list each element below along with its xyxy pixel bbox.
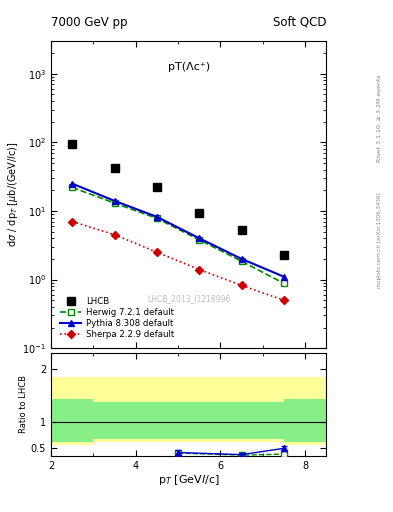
Text: LHCB_2013_I1218996: LHCB_2013_I1218996 xyxy=(147,294,230,304)
X-axis label: p$_T$ [GeV$\mathit{l}$/c]: p$_T$ [GeV$\mathit{l}$/c] xyxy=(158,473,219,487)
Line: Herwig 7.2.1 default: Herwig 7.2.1 default xyxy=(69,184,287,287)
Herwig 7.2.1 default xyxy=(70,184,75,190)
Sherpa 2.2.9 default xyxy=(197,266,202,272)
Sherpa 2.2.9 default xyxy=(281,297,286,303)
LHCB xyxy=(70,141,75,147)
Pythia 8.308 default xyxy=(154,214,159,220)
Pythia 8.308 default xyxy=(281,273,286,280)
Pythia 8.308 default xyxy=(70,181,75,187)
LHCB xyxy=(239,227,244,233)
Text: 7000 GeV pp: 7000 GeV pp xyxy=(51,16,128,29)
Text: mcplots.cern.ch [arXiv:1306.3436]: mcplots.cern.ch [arXiv:1306.3436] xyxy=(377,193,382,288)
LHCB xyxy=(112,165,117,171)
Pythia 8.308 default xyxy=(239,256,244,262)
Sherpa 2.2.9 default xyxy=(239,283,244,289)
Line: Sherpa 2.2.9 default: Sherpa 2.2.9 default xyxy=(70,219,286,303)
Herwig 7.2.1 default xyxy=(112,200,117,206)
Herwig 7.2.1 default xyxy=(281,280,286,286)
Line: Pythia 8.308 default: Pythia 8.308 default xyxy=(69,180,287,280)
Text: Soft QCD: Soft QCD xyxy=(273,16,326,29)
Pythia 8.308 default xyxy=(112,198,117,204)
Text: pT(Λc⁺): pT(Λc⁺) xyxy=(167,62,210,73)
Y-axis label: Ratio to LHCB: Ratio to LHCB xyxy=(19,375,28,434)
Line: LHCB: LHCB xyxy=(68,140,288,259)
Sherpa 2.2.9 default xyxy=(70,219,75,225)
Sherpa 2.2.9 default xyxy=(112,231,117,238)
Y-axis label: d$\sigma$ / dp$_T$ [$\mu$b/(GeV/$\mathit{l}$c)]: d$\sigma$ / dp$_T$ [$\mu$b/(GeV/$\mathit… xyxy=(6,142,20,247)
Sherpa 2.2.9 default xyxy=(154,249,159,255)
Text: Rivet 3.1.10, ≥ 3.2M events: Rivet 3.1.10, ≥ 3.2M events xyxy=(377,74,382,162)
Herwig 7.2.1 default xyxy=(239,258,244,264)
Herwig 7.2.1 default xyxy=(197,237,202,243)
LHCB xyxy=(197,210,202,217)
LHCB xyxy=(154,184,159,190)
Herwig 7.2.1 default xyxy=(154,215,159,221)
Legend: LHCB, Herwig 7.2.1 default, Pythia 8.308 default, Sherpa 2.2.9 default: LHCB, Herwig 7.2.1 default, Pythia 8.308… xyxy=(58,295,176,341)
Pythia 8.308 default xyxy=(197,235,202,241)
LHCB xyxy=(281,252,286,258)
